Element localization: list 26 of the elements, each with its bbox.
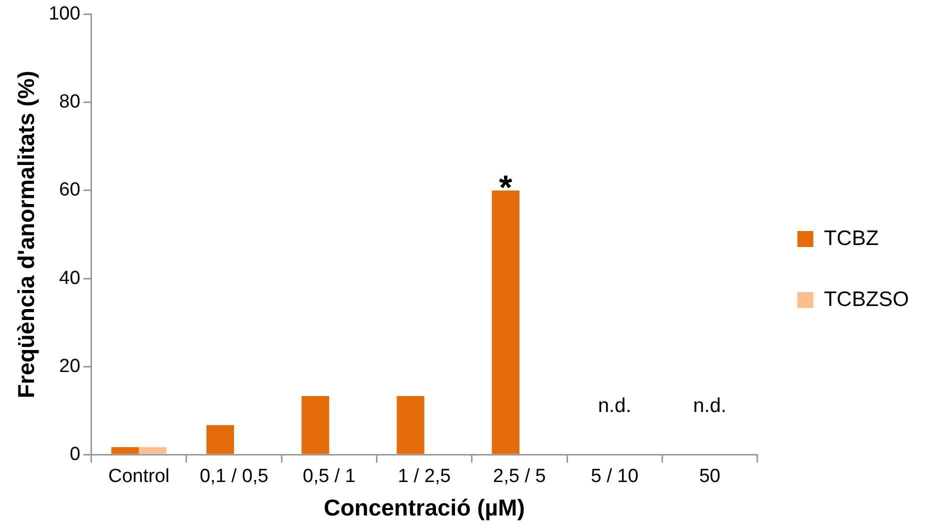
bar — [206, 425, 234, 454]
bar — [138, 447, 166, 454]
x-tick-label: 0,5 / 1 — [302, 466, 356, 488]
y-tick-label: 100 — [48, 4, 80, 25]
annotation: n.d. — [598, 395, 632, 418]
bar — [396, 396, 424, 454]
x-tick-label: 50 — [699, 466, 720, 488]
x-tick-label: 1 / 2,5 — [398, 466, 451, 488]
annotation: * — [499, 168, 514, 207]
legend-label: TCBZSO — [824, 288, 910, 311]
y-tick-label: 0 — [70, 444, 80, 465]
y-tick-label: 80 — [59, 92, 80, 113]
bar — [492, 190, 520, 454]
annotation: n.d. — [693, 395, 726, 418]
bar — [111, 447, 139, 454]
y-tick-label: 60 — [59, 180, 80, 201]
x-tick-label: 2,5 / 5 — [493, 466, 546, 488]
x-axis-title: Concentració (µM) — [324, 494, 525, 521]
y-tick-label: 40 — [59, 268, 80, 289]
x-tick-label: Control — [108, 466, 170, 488]
x-tick-label: 0,1 / 0,5 — [200, 466, 268, 488]
y-axis-title: Freqüència d'anormalitats (%) — [13, 70, 40, 398]
bar — [302, 396, 330, 454]
y-tick-label: 20 — [59, 356, 80, 377]
x-tick-label: 5 / 10 — [590, 466, 638, 488]
legend-label: TCBZ — [824, 226, 879, 250]
